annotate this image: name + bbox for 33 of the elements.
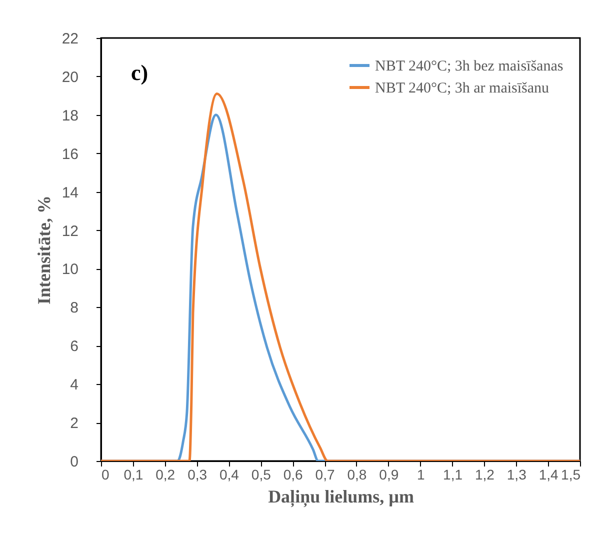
y-tick-label: 16: [62, 146, 78, 163]
x-tick-label: 1,2: [474, 466, 495, 482]
x-tick-label: 0,5: [251, 466, 272, 482]
x-tick-label: 0,3: [188, 466, 208, 482]
x-axis-title: Daļiņu lielums, µm: [268, 486, 414, 508]
annotation: c): [131, 60, 148, 85]
y-tick-label: 2: [70, 415, 78, 432]
legend-label: NBT 240°C; 3h bez maisīšanas: [375, 58, 564, 74]
legend-label: NBT 240°C; 3h ar maisīšanu: [375, 80, 550, 96]
x-tick-label: 0,6: [283, 466, 304, 482]
y-tick-label: 8: [70, 300, 78, 317]
y-tick-label: 22: [62, 30, 78, 48]
x-tick-label: 0,4: [220, 466, 240, 482]
x-tick-label: 0: [102, 466, 110, 482]
x-tick-label: 0,1: [124, 466, 144, 482]
x-tick-label: 1: [416, 466, 425, 482]
y-tick-label: 10: [62, 261, 78, 278]
x-tick-label: 0,2: [156, 466, 176, 482]
y-tick-label: 12: [62, 222, 78, 240]
y-tick-label: 18: [62, 107, 78, 124]
y-tick-label: 20: [62, 68, 78, 86]
y-tick-label: 0: [70, 454, 78, 470]
x-tick-label: 1,4: [538, 466, 559, 482]
x-tick-label: 1,5: [561, 466, 581, 482]
x-tick-label: 1,1: [443, 466, 463, 482]
x-tick-label: 0,8: [347, 466, 367, 482]
y-axis-title: Intensitāte, %: [34, 196, 54, 304]
y-tick-label: 4: [70, 376, 78, 394]
y-tick-label: 14: [62, 184, 78, 202]
x-tick-label: 0,7: [315, 466, 335, 482]
x-tick-label: 0,9: [379, 466, 399, 482]
y-tick-label: 6: [70, 338, 78, 356]
x-tick-label: 1,3: [506, 466, 527, 482]
